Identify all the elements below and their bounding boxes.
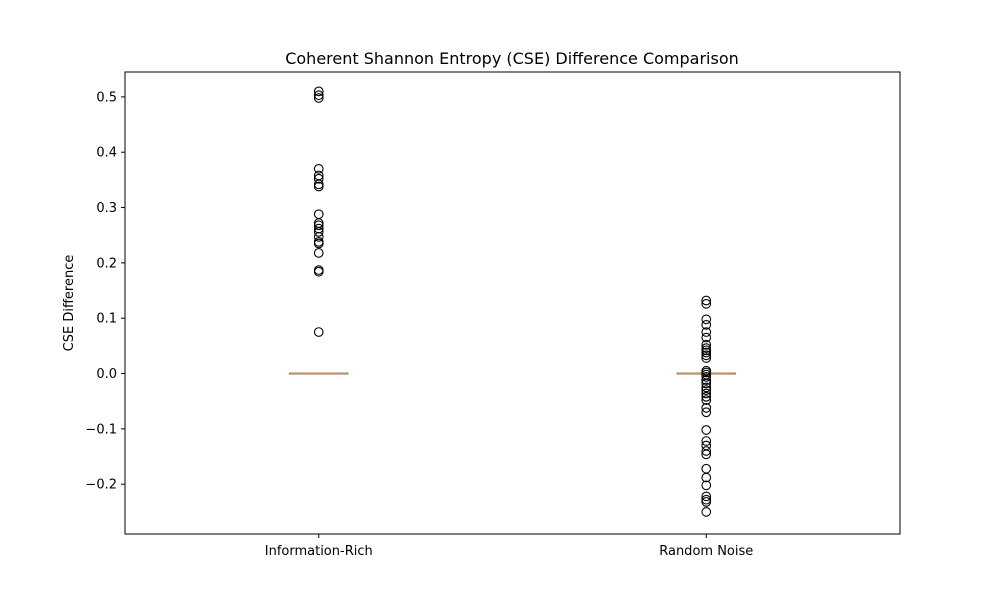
- outlier-point: [313, 232, 324, 242]
- outlier-point: [701, 391, 712, 402]
- outlier-point: [701, 353, 712, 363]
- outlier-point: [701, 507, 712, 517]
- outlier-point: [701, 378, 712, 389]
- plot-frame: [124, 71, 901, 535]
- outlier-point: [701, 385, 712, 395]
- outlier-point: [701, 388, 712, 399]
- outlier-point: [313, 220, 324, 231]
- outlier-point: [701, 320, 712, 330]
- x-tick-label: Information-Rich: [265, 544, 373, 559]
- x-tick-label: Random Noise: [659, 544, 753, 559]
- outlier-point: [701, 332, 712, 343]
- outlier-point: [701, 491, 712, 502]
- outlier-point: [313, 181, 324, 192]
- outlier-point: [701, 480, 712, 491]
- outlier-point: [701, 463, 712, 474]
- outlier-point: [313, 179, 324, 190]
- outlier-point: [313, 248, 324, 258]
- outlier-point: [313, 86, 324, 97]
- outlier-point: [701, 375, 712, 386]
- y-tick-label: 0.0: [96, 367, 117, 382]
- outlier-point: [701, 347, 712, 358]
- outlier-point: [701, 449, 712, 460]
- outlier-point: [313, 209, 324, 220]
- y-tick-label: 0.3: [96, 201, 117, 216]
- outlier-point: [701, 436, 712, 446]
- outlier-point: [701, 298, 712, 309]
- outlier-point: [701, 350, 712, 361]
- y-tick-label: 0.4: [96, 146, 117, 161]
- outlier-point: [313, 266, 324, 277]
- outlier-point: [313, 163, 324, 174]
- outlier-point: [701, 402, 712, 413]
- y-tick-label: −0.2: [85, 478, 117, 493]
- outlier-point: [701, 314, 712, 325]
- y-tick-label: 0.1: [96, 312, 117, 327]
- outlier-point: [701, 382, 712, 393]
- y-tick-label: 0.2: [96, 256, 117, 271]
- outlier-point: [313, 327, 324, 337]
- outlier-point: [701, 327, 712, 337]
- y-tick-label: −0.1: [85, 422, 117, 437]
- outlier-point: [701, 372, 712, 382]
- outlier-point: [313, 93, 324, 103]
- outlier-point: [701, 395, 712, 405]
- y-tick-label: 0.5: [96, 90, 117, 105]
- outlier-point: [313, 238, 324, 249]
- outlier-point: [701, 339, 712, 350]
- outlier-point: [701, 407, 712, 418]
- outlier-point: [701, 472, 712, 483]
- outlier-point: [701, 446, 712, 456]
- y-axis-label: CSE Difference: [62, 255, 77, 352]
- outlier-point: [313, 90, 324, 101]
- outlier-point: [701, 425, 712, 435]
- chart-title: Coherent Shannon Entropy (CSE) Differenc…: [285, 49, 739, 68]
- outlier-point: [313, 173, 324, 184]
- plot-area: −0.2 −0.1 0.0 0.1 0.2 0.3 0.4 0.5 Information-Ri…: [85, 71, 901, 559]
- outlier-point: [313, 227, 324, 237]
- outlier-point: [701, 497, 712, 507]
- outlier-point: [701, 295, 712, 306]
